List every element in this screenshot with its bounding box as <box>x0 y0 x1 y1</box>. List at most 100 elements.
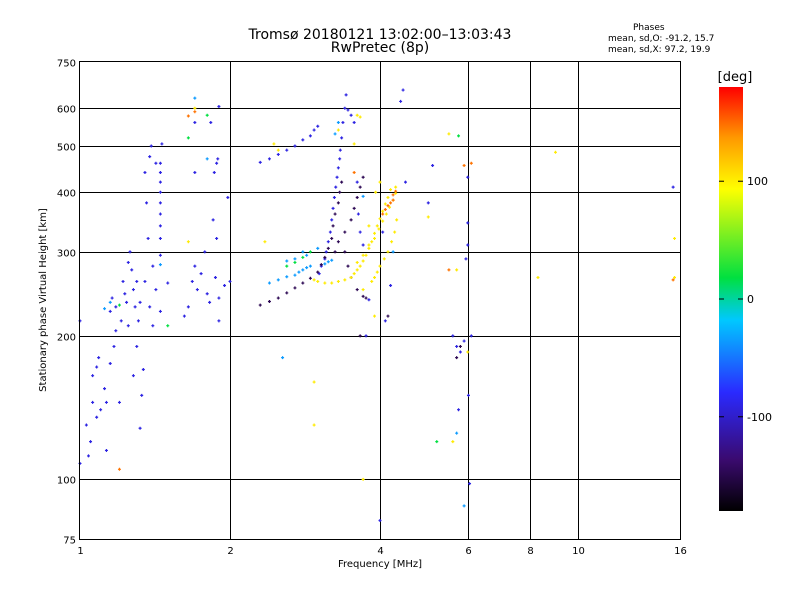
data-point <box>333 212 337 216</box>
data-point <box>125 300 129 304</box>
data-point <box>301 281 305 285</box>
data-point <box>293 273 297 277</box>
data-point <box>462 164 466 168</box>
plot-frame <box>79 61 681 540</box>
data-point <box>336 240 340 244</box>
data-point <box>158 309 162 313</box>
data-point <box>203 250 207 254</box>
data-point <box>331 224 335 228</box>
data-point <box>151 324 155 328</box>
data-point <box>333 132 337 136</box>
data-point <box>86 454 90 458</box>
y-tick-label: 75 <box>63 536 76 547</box>
data-point <box>341 121 345 125</box>
data-point <box>381 230 385 234</box>
data-point <box>285 259 289 263</box>
data-point <box>364 296 368 300</box>
data-point <box>381 209 385 213</box>
x-tick-label: 1 <box>77 546 83 557</box>
data-point <box>216 157 220 161</box>
data-point <box>361 288 365 292</box>
data-point <box>338 148 342 152</box>
data-point <box>458 350 462 354</box>
data-point <box>215 161 219 165</box>
data-point <box>305 266 309 270</box>
y-tick-label: 400 <box>57 189 76 200</box>
data-point <box>297 270 301 274</box>
data-point <box>332 195 336 199</box>
phase-stats-o: mean, sd,O: -91.2, 15.7 <box>608 34 715 44</box>
data-point <box>378 519 382 523</box>
data-point <box>166 324 170 328</box>
data-point <box>146 236 150 240</box>
data-point <box>355 288 359 292</box>
data-point <box>217 105 221 109</box>
data-point <box>349 113 353 117</box>
data-point <box>135 344 139 348</box>
data-point <box>117 303 121 307</box>
data-point <box>326 246 330 250</box>
data-point <box>352 206 356 210</box>
data-point <box>211 218 215 222</box>
data-point <box>158 236 162 240</box>
data-point <box>462 339 466 343</box>
data-point <box>276 278 280 282</box>
data-point <box>126 260 130 264</box>
y-tick-label: 200 <box>57 333 76 344</box>
data-point <box>110 296 114 300</box>
data-point <box>330 281 334 285</box>
x-tick-label: 6 <box>465 546 471 557</box>
data-point <box>154 288 158 292</box>
data-point <box>158 224 162 228</box>
phase-stats-x: mean, sd,X: 97.2, 19.9 <box>608 45 711 55</box>
data-point <box>331 206 335 210</box>
data-point <box>389 201 393 205</box>
data-point <box>158 253 162 257</box>
data-point <box>293 257 297 261</box>
data-point <box>186 136 190 140</box>
data-point <box>328 230 332 234</box>
data-point <box>326 240 330 244</box>
colorbar-ticks: -100 0 100 <box>719 175 772 424</box>
data-point <box>336 279 340 283</box>
y-axis-label: Stationary phase Virtual Height [km] <box>38 208 49 392</box>
data-point <box>388 205 392 209</box>
data-point <box>330 258 334 262</box>
data-point <box>381 212 385 216</box>
data-point <box>364 334 368 338</box>
data-point <box>145 201 149 205</box>
data-point <box>223 283 227 287</box>
data-point <box>104 400 108 404</box>
data-point <box>455 431 459 435</box>
data-point <box>361 175 365 179</box>
data-point <box>346 108 350 112</box>
data-point <box>367 224 371 228</box>
data-point <box>323 262 327 266</box>
data-point <box>293 286 297 290</box>
data-point <box>324 250 328 254</box>
data-point <box>383 202 387 206</box>
data-point <box>367 298 371 302</box>
data-point <box>343 278 347 282</box>
data-point <box>186 305 190 309</box>
data-point <box>135 279 139 283</box>
axes: 1 2 4 6 8 10 16 75 100 200 300 400 500 600 750 <box>57 59 687 558</box>
data-point <box>158 263 162 267</box>
data-point <box>390 240 394 244</box>
data-point <box>466 243 470 247</box>
data-point <box>358 334 362 338</box>
y-tick-label: 500 <box>57 143 76 154</box>
data-point <box>378 217 382 221</box>
data-point <box>399 99 403 103</box>
data-point <box>355 260 359 264</box>
data-point <box>671 185 675 189</box>
data-point <box>263 240 267 244</box>
data-point <box>386 204 390 208</box>
data-point <box>281 356 285 360</box>
data-point <box>158 212 162 216</box>
x-tick-label: 10 <box>572 546 585 557</box>
data-point <box>272 142 276 146</box>
data-point <box>193 264 197 268</box>
data-point <box>447 268 451 272</box>
